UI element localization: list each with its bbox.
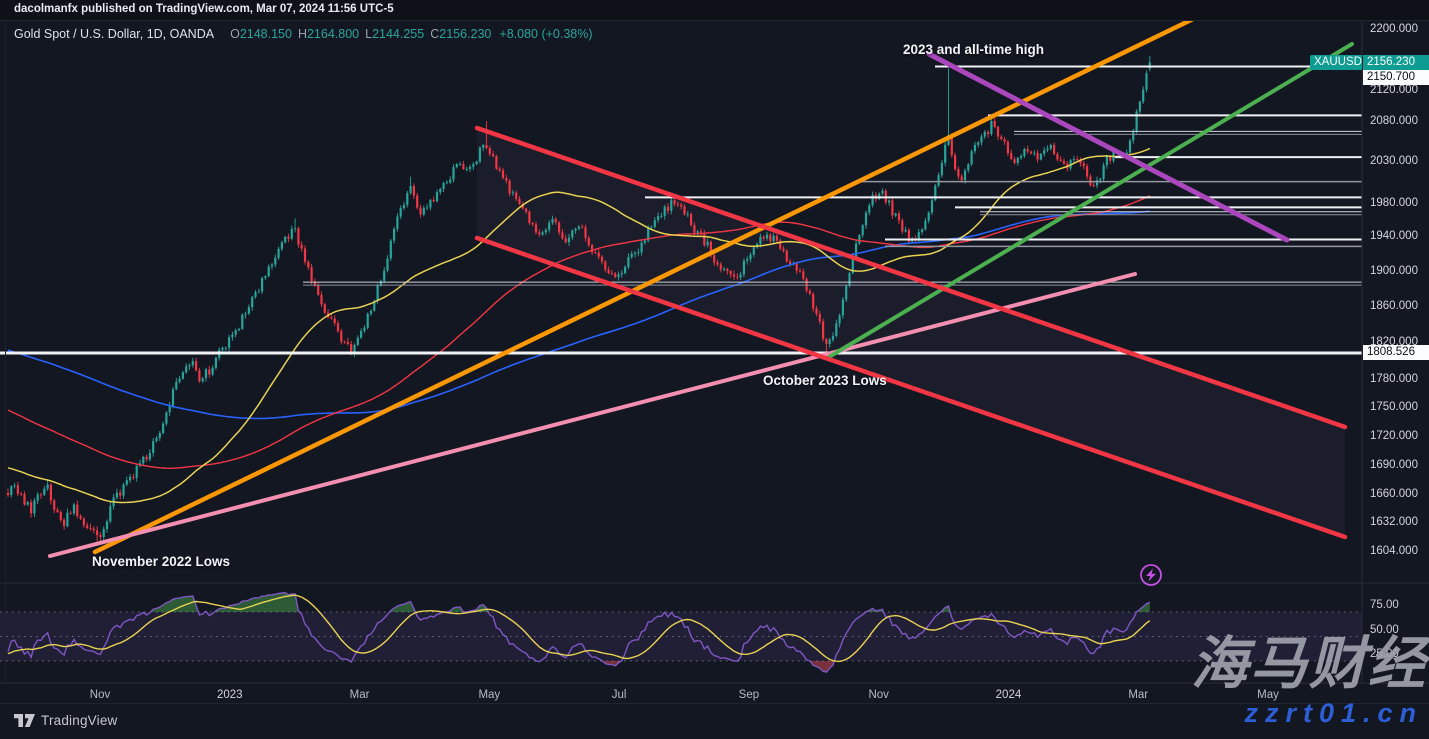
- rsi-tick-label: 75.00: [1370, 599, 1399, 611]
- price-tick-label: 1720.000: [1370, 429, 1418, 442]
- time-tick-label: 2023: [216, 689, 243, 701]
- annotation-november-2022-lows: November 2022 Lows: [92, 554, 231, 569]
- watermark-cn: 海马财经: [1191, 632, 1427, 696]
- bottom-bar: TradingView: [0, 703, 1429, 739]
- price-tick-label: 1660.000: [1370, 488, 1418, 501]
- open-value: 2148.150: [239, 27, 292, 41]
- low-label: L: [365, 27, 373, 41]
- time-tick-label: Sep: [738, 689, 760, 701]
- red-channel-upper: [474, 125, 1348, 430]
- red-channel-lower: [474, 235, 1348, 540]
- symbol-title: Gold Spot / U.S. Dollar, 1D, OANDA: [14, 27, 215, 41]
- rsi-tick-label: 25.00: [1370, 648, 1399, 660]
- support-price-badge: 1808.526: [1363, 345, 1429, 360]
- time-tick-label: Mar: [1128, 689, 1149, 701]
- publish-text: dacolmanfx published on TradingView.com,…: [14, 3, 394, 15]
- time-tick-label: Mar: [349, 689, 370, 701]
- time-tick-label: May: [1257, 689, 1279, 701]
- time-tick-label: Nov: [89, 689, 111, 701]
- price-tick-label: 2120.000: [1370, 83, 1418, 96]
- symbol-badge: XAUUSD: [1310, 55, 1362, 70]
- high-label: H: [297, 27, 307, 41]
- price-tick-label: 1750.000: [1370, 400, 1418, 413]
- flash-reaction-icon[interactable]: [1139, 563, 1163, 587]
- last-price-badge: 2156.230: [1363, 55, 1429, 70]
- line-price-badge: 2150.700: [1363, 70, 1429, 85]
- price-tick-label: 2200.000: [1370, 22, 1418, 35]
- rsi-tick-label: 50.00: [1370, 623, 1399, 636]
- price-tick-label: 2030.000: [1370, 155, 1418, 168]
- close-label: C: [430, 27, 440, 41]
- tradingview-logo[interactable]: TradingView: [14, 713, 118, 728]
- price-tick-label: 1900.000: [1370, 264, 1418, 277]
- price-tick-label: 1940.000: [1370, 230, 1418, 243]
- price-tick-label: 1980.000: [1370, 196, 1418, 209]
- price-tick-label: 1780.000: [1370, 372, 1418, 385]
- close-value: 2156.230: [439, 27, 492, 41]
- price-tick-label: 1690.000: [1370, 458, 1418, 471]
- time-tick-label: May: [478, 689, 501, 701]
- tradingview-logo-icon: [14, 714, 35, 727]
- publish-bar: dacolmanfx published on TradingView.com,…: [0, 0, 1429, 21]
- orange-ascending-support: [92, 20, 1196, 555]
- open-label: O: [230, 27, 240, 41]
- annotation-all-time-high: 2023 and all-time high: [903, 42, 1045, 57]
- price-tick-label: 1860.000: [1370, 300, 1418, 313]
- watermark-url: zzrt01.cn: [1244, 698, 1423, 728]
- symbol-legend[interactable]: Gold Spot / U.S. Dollar, 1D, OANDA O2148.…: [14, 27, 593, 41]
- change-value: +8.080 (+0.38%): [499, 27, 593, 41]
- annotation-october-2023-lows: October 2023 Lows: [763, 373, 887, 388]
- green-ascending-trendline: [827, 42, 1354, 359]
- time-tick-label: Nov: [868, 689, 889, 701]
- tradingview-logo-text: TradingView: [41, 713, 118, 728]
- price-tick-label: 1604.000: [1370, 545, 1418, 557]
- time-tick-label: Jul: [611, 689, 627, 701]
- pink-ascending-support: [48, 272, 1137, 558]
- low-value: 2144.255: [372, 27, 425, 41]
- purple-descending-trendline: [926, 51, 1290, 243]
- price-tick-label: 2080.000: [1370, 115, 1418, 128]
- price-tick-label: 1632.000: [1370, 516, 1418, 529]
- high-value: 2164.800: [306, 27, 360, 41]
- time-tick-label: 2024: [995, 689, 1022, 701]
